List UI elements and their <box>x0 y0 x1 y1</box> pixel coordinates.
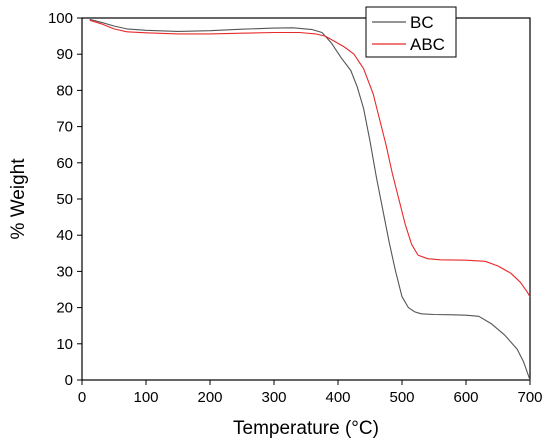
legend: BC ABC <box>365 6 457 58</box>
plot-area <box>81 17 531 381</box>
x-tick-label: 600 <box>453 389 478 406</box>
x-tick-label: 100 <box>133 389 158 406</box>
x-tick-label: 400 <box>325 389 350 406</box>
series-line-abc <box>89 19 531 297</box>
series-line-bc <box>89 18 531 381</box>
y-axis: 0 10 20 30 40 50 60 70 80 90 100 <box>48 10 82 389</box>
y-tick-label: 40 <box>56 227 73 244</box>
y-tick-label: 50 <box>56 191 73 208</box>
x-tick-label: 0 <box>78 389 86 406</box>
x-tick-label: 700 <box>517 389 542 406</box>
x-axis: 0 100 200 300 400 500 600 700 <box>78 380 543 406</box>
x-axis-title: Temperature (°C) <box>233 418 379 439</box>
y-tick-label: 80 <box>56 82 73 99</box>
x-tick-label: 200 <box>197 389 222 406</box>
legend-box <box>365 6 457 58</box>
y-tick-label: 0 <box>65 372 73 389</box>
series-layer <box>89 18 531 381</box>
y-tick-label: 10 <box>56 336 73 353</box>
plot-frame <box>81 17 531 381</box>
legend-label-bc: BC <box>410 13 434 32</box>
y-tick-label: 100 <box>48 10 73 27</box>
legend-label-abc: ABC <box>410 35 445 54</box>
y-axis-title: % Weight <box>8 158 29 240</box>
y-tick-label: 60 <box>56 155 73 172</box>
x-tick-label: 500 <box>389 389 414 406</box>
y-tick-label: 20 <box>56 300 73 317</box>
y-tick-label: 70 <box>56 119 73 136</box>
y-tick-label: 90 <box>56 46 73 63</box>
x-tick-label: 300 <box>261 389 286 406</box>
y-tick-label: 30 <box>56 263 73 280</box>
